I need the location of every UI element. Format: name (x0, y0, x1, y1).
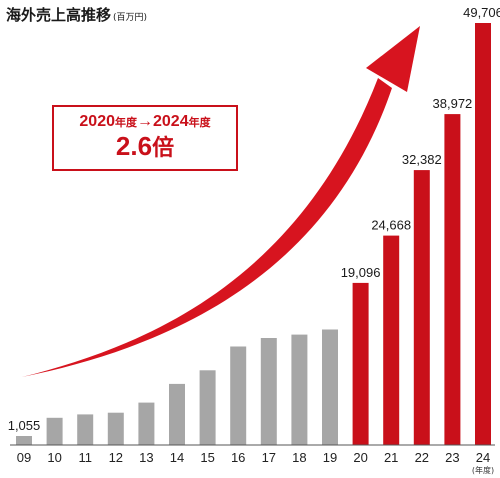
bars-group (16, 23, 491, 445)
x-tick-label: 14 (170, 450, 184, 465)
x-tick-label: 13 (139, 450, 153, 465)
x-tick-label: 22 (415, 450, 429, 465)
callout-multiplier-unit: 倍 (152, 135, 175, 160)
callout-multiplier: 2.6倍 (54, 131, 236, 163)
x-tick-label: 18 (292, 450, 306, 465)
chart-unit-label: (百万円) (113, 13, 148, 23)
callout-period-end: 2024 (153, 113, 189, 130)
bar-17 (260, 338, 277, 445)
bar-19 (322, 329, 338, 445)
callout-arrow: → (137, 113, 153, 130)
bar-24 (475, 23, 491, 445)
x-tick-label: 23 (445, 450, 459, 465)
x-tick-label: 11 (78, 450, 92, 465)
bar-15 (199, 370, 216, 445)
bar-16 (230, 346, 247, 445)
x-tick-label: 19 (323, 450, 337, 465)
bar-09 (16, 436, 32, 445)
data-label: 19,096 (341, 265, 381, 280)
bar-14 (169, 383, 185, 445)
callout-year-suffix-start: 年度 (115, 117, 137, 129)
data-label: 32,382 (402, 152, 442, 167)
data-label: 38,972 (433, 96, 473, 111)
growth-arrow-head (366, 26, 420, 92)
bar-10 (46, 417, 63, 445)
data-label: 24,668 (371, 218, 411, 233)
x-tick-label: 24 (476, 450, 490, 465)
callout-period-start: 2020 (79, 113, 115, 130)
x-tick-label: 17 (262, 450, 276, 465)
bar-23 (444, 114, 461, 445)
x-unit-label: (年度) (472, 465, 494, 475)
x-tick-label: 10 (47, 450, 61, 465)
bar-11 (77, 414, 94, 445)
bar-12 (107, 412, 124, 445)
callout-period: 2020年度→2024年度 (54, 113, 236, 131)
x-tick-label: 12 (109, 450, 123, 465)
callout-year-suffix-end: 年度 (188, 117, 211, 129)
chart-title-text: 海外売上高推移 (6, 6, 112, 24)
labels-group: 09 1,055 10 11 12 13 14 15 16 17 18 19 20 19,096 21 24,… (8, 5, 500, 475)
chart-title: 海外売上高推移 (百万円) (6, 4, 147, 25)
x-tick-label: 20 (353, 450, 367, 465)
x-tick-label: 09 (17, 450, 31, 465)
bar-13 (138, 402, 155, 445)
bar-22 (413, 170, 430, 445)
bar-21 (383, 235, 400, 445)
growth-arrow-icon (22, 26, 420, 377)
bar-20 (352, 282, 369, 445)
growth-callout: 2020年度→2024年度 2.6倍 (52, 105, 238, 171)
x-tick-label: 15 (200, 450, 214, 465)
data-label: 49,706 (463, 5, 500, 20)
x-tick-label: 21 (384, 450, 398, 465)
data-label: 1,055 (8, 418, 41, 433)
x-tick-label: 16 (231, 450, 245, 465)
bar-18 (291, 334, 308, 445)
callout-multiplier-value: 2.6 (115, 131, 153, 161)
